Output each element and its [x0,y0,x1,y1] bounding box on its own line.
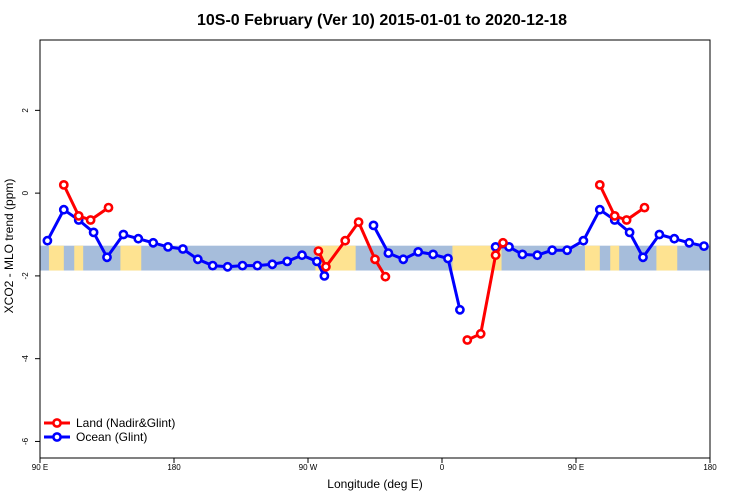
land-nadir-glint-point [475,328,486,339]
y-axis: 2 0 -2 -4 -6 [21,108,40,445]
ocean-glint-point [532,250,543,261]
ocean-glint-point [368,220,379,231]
land-band-segment [48,245,64,271]
land-nadir-glint-point [353,217,364,227]
land-nadir-glint-point [320,261,331,272]
ocean-glint-point [383,248,394,258]
ocean-glint-point [699,241,709,251]
ocean-glint-point [547,245,558,256]
ocean-glint-point [654,229,665,240]
ocean-glint-point [669,233,680,244]
ocean-glint-point [222,261,233,272]
ocean-glint-point [517,249,528,260]
land-nadir-glint-point [380,271,391,282]
ocean-glint-point [207,260,218,271]
ocean-glint-point [102,252,112,263]
ocean-glint-point [428,249,438,260]
legend-label: Ocean (Glint) [76,430,147,444]
land-nadir-glint-point [490,250,501,261]
land-nadir-glint-point [639,202,650,213]
x-tick-label: 180 [703,463,717,472]
ocean-glint-point [237,260,248,271]
x-tick-label: 0 [440,463,445,472]
ocean-glint-point [443,253,453,264]
ocean-glint-point [454,304,465,315]
land-nadir-glint-point [103,202,114,213]
ocean-glint-point [638,252,648,263]
land-nadir-glint-point [73,210,84,221]
land-nadir-glint-point [498,237,508,248]
ocean-glint-point [177,244,188,254]
x-tick-label: 90 E [32,463,48,472]
legend-swatch-point [52,432,62,442]
land-nadir-glint-line [598,184,646,222]
land-nadir-glint-point [340,235,351,246]
ocean-glint-point [148,237,159,248]
ocean-glint-point [684,237,695,248]
land-nadir-glint-point [85,215,96,225]
ocean-glint-point [133,233,144,244]
ocean-glint-point [252,260,263,271]
land-nadir-glint-point [370,254,380,265]
legend: Land (Nadir&Glint)Ocean (Glint) [44,416,175,444]
ocean-glint-point [282,256,293,267]
land-band-segment [74,245,84,271]
ocean-glint-point [42,235,53,246]
plot-frame [39,39,711,459]
ocean-glint-point [88,227,99,238]
legend-label: Land (Nadir&Glint) [76,416,175,430]
land-band-segment [610,245,620,271]
land-nadir-glint-line [466,242,505,342]
land-nadir-glint-point [313,246,324,256]
x-tick-label: 180 [167,463,181,472]
ocean-glint-point [594,204,605,215]
chart-title: 10S-0 February (Ver 10) 2015-01-01 to 20… [197,12,567,29]
ocean-glint-point [398,254,409,265]
y-tick-label: 2 [21,108,30,113]
land-nadir-glint-point [609,210,620,221]
y-tick-label: -4 [21,355,30,363]
ocean-glint-point [267,259,278,270]
ocean-glint-point [118,229,129,240]
land-nadir-glint-line [62,184,110,222]
land-band-segment [120,245,142,271]
land-nadir-glint-point [58,179,69,190]
x-tick-label: 90 W [299,463,318,472]
land-band-segment [656,245,678,271]
x-axis: 90 E 180 90 W 0 90 E 180 [32,458,717,472]
ocean-glint-point [624,227,635,238]
land-band-segment [584,245,600,271]
land-nadir-glint-point [621,215,632,225]
y-tick-label: -2 [21,272,30,280]
ocean-glint-point [58,204,69,215]
ocean-glint-point [163,241,173,252]
series-layer [42,179,709,345]
ocean-glint-point [562,245,572,256]
land-nadir-glint-point [462,335,473,345]
ocean-glint-point [319,270,330,281]
legend-swatch-point [52,418,62,428]
x-tick-label: 90 E [568,463,584,472]
x-axis-label: Longitude (deg E) [327,477,422,491]
ocean-glint-point [578,235,589,246]
ocean-glint-point [192,254,203,265]
ocean-glint-point [311,256,322,267]
y-tick-label: 0 [21,190,30,195]
ocean-glint-point [413,246,424,257]
y-tick-label: -6 [21,437,30,445]
land-nadir-glint-point [594,179,605,190]
ocean-glint-point [297,250,307,261]
y-axis-label: XCO2 - MLO trend (ppm) [2,179,16,314]
